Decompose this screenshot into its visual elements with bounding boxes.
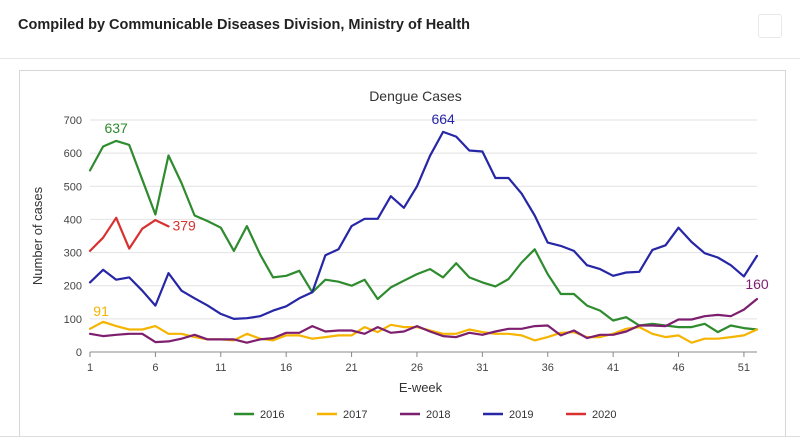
y-axis-title: Number of cases — [30, 186, 45, 285]
bottom-strip — [0, 436, 800, 441]
y-tick-label: 700 — [64, 115, 82, 127]
chart-card: Dengue Cases 0 100 200 300 400 500 600 700 1 6 11 16… — [19, 70, 786, 438]
x-tick-label: 36 — [542, 362, 554, 374]
x-tick-label: 11 — [215, 362, 226, 374]
legend-label-2018: 2018 — [426, 409, 450, 421]
y-tick-label: 400 — [64, 214, 82, 226]
y-tick-label: 600 — [64, 148, 82, 160]
y-tick-label: 500 — [64, 181, 82, 193]
x-tick-label: 26 — [411, 362, 423, 374]
series-line-2019 — [88, 130, 759, 320]
x-tick-label: 31 — [476, 362, 488, 374]
x-tick-label: 41 — [607, 362, 619, 374]
x-tick-label: 46 — [672, 362, 684, 374]
x-tick-label: 6 — [152, 362, 158, 374]
x-tick-label: 21 — [345, 362, 357, 374]
y-tick-label: 100 — [64, 314, 82, 326]
page-header: Compiled by Communicable Diseases Divisi… — [0, 0, 800, 59]
x-axis-title: E-week — [399, 380, 443, 395]
corner-icon — [758, 14, 782, 38]
page-title: Compiled by Communicable Diseases Divisi… — [18, 17, 471, 33]
legend-label-2019: 2019 — [509, 409, 533, 421]
y-tick-label: 200 — [64, 281, 82, 293]
series-line-2020 — [88, 216, 170, 252]
y-tick-label: 300 — [64, 248, 82, 260]
x-tick-label: 51 — [738, 362, 750, 374]
data-label: 160 — [745, 276, 769, 292]
legend-label-2020: 2020 — [592, 409, 616, 421]
data-label: 664 — [431, 111, 455, 127]
legend-label-2017: 2017 — [343, 409, 367, 421]
chart-title: Dengue Cases — [369, 88, 462, 104]
data-label: 91 — [93, 303, 109, 319]
data-label: 637 — [104, 120, 128, 136]
series-line-2018 — [88, 297, 759, 344]
y-tick-label: 0 — [76, 347, 82, 359]
legend-label-2016: 2016 — [260, 409, 284, 421]
data-label: 379 — [172, 217, 196, 233]
x-tick-label: 1 — [87, 362, 93, 374]
x-tick-label: 16 — [280, 362, 292, 374]
